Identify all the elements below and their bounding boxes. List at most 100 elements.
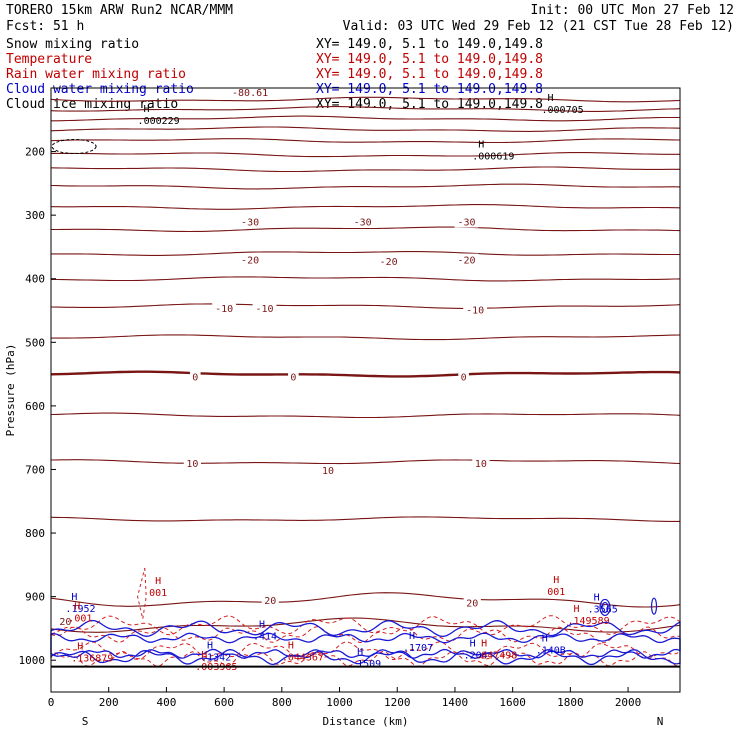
temp-label-6: -20 bbox=[457, 256, 475, 267]
max-marker-1: H bbox=[548, 93, 554, 104]
field-label-1: Temperature bbox=[6, 52, 92, 67]
isotherm-8 bbox=[51, 204, 681, 210]
temp-label-12: 0 bbox=[461, 373, 467, 384]
max-marker-15: H bbox=[481, 638, 487, 649]
temp-label-bg-1 bbox=[238, 215, 262, 228]
temp-label-bg-15 bbox=[472, 457, 490, 470]
max-value-12: .044367 bbox=[282, 652, 324, 663]
isotherm-9 bbox=[51, 226, 681, 233]
x-tick-label-4: 800 bbox=[272, 696, 292, 709]
temp-label-bg-16 bbox=[261, 593, 279, 606]
temp-label-11: 0 bbox=[290, 373, 296, 384]
x-tick-label-9: 1800 bbox=[557, 696, 584, 709]
temp-label-bg-11 bbox=[288, 370, 299, 383]
max-marker-6: H bbox=[74, 602, 80, 613]
max-value-15: .047498 bbox=[475, 650, 517, 661]
y-axis-title: Pressure (hPa) bbox=[4, 344, 17, 437]
temp-label-18: 20 bbox=[59, 617, 71, 628]
temp-label-bg-9 bbox=[463, 303, 488, 316]
left-end-label: S bbox=[82, 715, 89, 728]
max-marker-4: H bbox=[553, 575, 559, 586]
isotherm-0 bbox=[50, 96, 681, 103]
max-value-6: .001 bbox=[68, 614, 92, 625]
isotherm-15 bbox=[50, 412, 681, 419]
y-tick-label-4: 600 bbox=[25, 400, 45, 413]
max-value-11: .1342 bbox=[201, 652, 231, 663]
temp-label-2: -30 bbox=[354, 218, 372, 229]
contour-labels: -80.61-30 -30 -30-20 -20 -20-10 -10 -100 0 01010… bbox=[56, 85, 618, 673]
y-tick-label-5: 700 bbox=[25, 463, 45, 476]
field-xy-0: XY= 149.0, 5.1 to 149.0,149.8 bbox=[316, 37, 543, 52]
x-tick-label-10: 2000 bbox=[615, 696, 642, 709]
max-marker-7: H bbox=[594, 593, 600, 604]
max-marker-2: H bbox=[478, 139, 484, 150]
max-marker-16: H bbox=[542, 633, 548, 644]
temp-label-9: -10 bbox=[466, 305, 484, 316]
temp-label-bg-14 bbox=[319, 464, 337, 477]
max-value-8: .149589 bbox=[567, 616, 609, 627]
x-axis-title: Distance (km) bbox=[322, 715, 408, 728]
temp-label-15: 10 bbox=[475, 459, 487, 470]
isotherm-1 bbox=[50, 106, 681, 112]
temp-label-8: -10 bbox=[255, 304, 273, 315]
max-marker-18: H bbox=[201, 650, 207, 661]
plot-frame bbox=[50, 87, 681, 693]
temp-label-bg-13 bbox=[183, 457, 201, 470]
max-marker-5: H bbox=[71, 592, 77, 603]
isotherm-4 bbox=[50, 138, 681, 144]
header-block: TORERO 15km ARW Run2 NCAR/MMM Init: 00 U… bbox=[6, 3, 734, 34]
isotherm-2 bbox=[51, 115, 680, 122]
x-tick-label-8: 1600 bbox=[499, 696, 526, 709]
max-marker-10: H bbox=[77, 642, 83, 653]
temp-label-bg-0 bbox=[228, 85, 272, 98]
temp-label-5: -20 bbox=[380, 257, 398, 268]
isotherm-13 bbox=[51, 334, 681, 341]
max-value-16: .140B bbox=[536, 645, 566, 656]
max-value-17: .1509 bbox=[351, 659, 381, 670]
field-xy-1: XY= 149.0, 5.1 to 149.0,149.8 bbox=[316, 52, 543, 67]
temp-label-10: 0 bbox=[192, 373, 198, 384]
max-value-9: .414 bbox=[253, 631, 277, 642]
y-tick-label-6: 800 bbox=[25, 527, 45, 540]
isotherm-18 bbox=[50, 592, 681, 608]
temp-label-1: -30 bbox=[241, 218, 259, 229]
isotherm-17 bbox=[50, 516, 680, 522]
valid-time: Valid: 03 UTC Wed 29 Feb 12 (21 CST Tue … bbox=[343, 19, 734, 34]
y-tick-label-2: 400 bbox=[25, 273, 45, 286]
max-marker-17: H bbox=[357, 647, 363, 658]
temp-label-bg-2 bbox=[350, 215, 375, 228]
temp-label-7: -10 bbox=[215, 304, 233, 315]
temp-label-4: -20 bbox=[241, 256, 259, 267]
temp-label-bg-3 bbox=[454, 215, 479, 228]
temp-label-bg-6 bbox=[454, 253, 479, 266]
temp-label-17: 20 bbox=[466, 598, 478, 609]
max-marker-9: H bbox=[259, 619, 265, 630]
temp-label-13: 10 bbox=[186, 459, 198, 470]
field-xy-3: XY= 149.0, 5.1 to 149.0,149.8 bbox=[316, 82, 543, 97]
cloud-contour-inner bbox=[50, 632, 681, 659]
cloud-closed-2 bbox=[601, 601, 609, 614]
field-label-3: Cloud water mixing ratio bbox=[6, 82, 194, 97]
cloud-closed-3 bbox=[650, 597, 658, 615]
max-marker-8: H bbox=[573, 604, 579, 615]
x-tick-label-2: 400 bbox=[156, 696, 176, 709]
isotherm-contours bbox=[50, 96, 681, 633]
temp-label-bg-5 bbox=[376, 254, 401, 267]
isotherm-5 bbox=[51, 152, 680, 158]
isotherm-10 bbox=[51, 251, 680, 256]
y-tick-label-0: 200 bbox=[25, 146, 45, 159]
x-tick-label-5: 1000 bbox=[326, 696, 353, 709]
ice-closed-contour bbox=[51, 138, 97, 154]
max-value-1: .000705 bbox=[542, 105, 584, 116]
forecast-hour: Fcst: 51 h bbox=[6, 19, 84, 34]
temp-label-bg-7 bbox=[212, 301, 237, 314]
max-value-2: .000619 bbox=[472, 151, 514, 162]
field-label-0: Snow mixing ratio bbox=[6, 37, 139, 52]
init-time: Init: 00 UTC Mon 27 Feb 12 bbox=[531, 3, 735, 18]
temp-label-bg-18 bbox=[56, 614, 75, 627]
isotherm-3 bbox=[50, 126, 681, 132]
isotherm-7 bbox=[50, 183, 681, 190]
x-tick-label-3: 600 bbox=[214, 696, 234, 709]
axes: 0 200 400 600 800 1000 1200 1400 1600 1800 2000200… bbox=[4, 146, 663, 728]
